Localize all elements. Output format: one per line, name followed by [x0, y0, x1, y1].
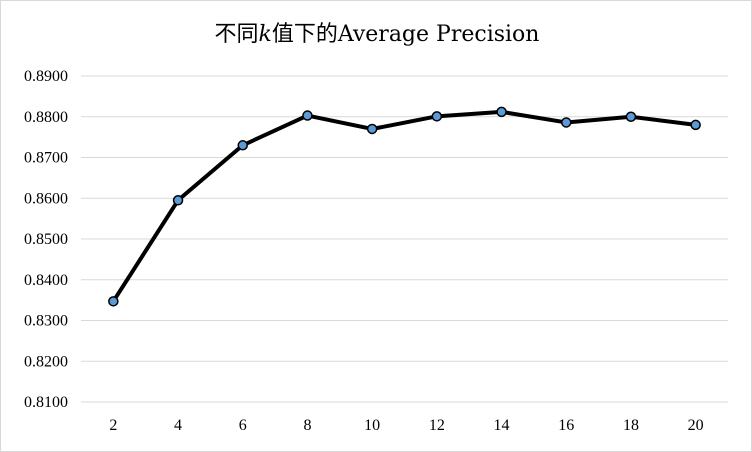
- y-tick-label: 0.8400: [24, 272, 68, 289]
- x-tick-label: 6: [239, 417, 247, 434]
- x-tick-label: 12: [429, 417, 445, 434]
- series-line: [111, 109, 698, 304]
- gridlines: [81, 75, 728, 403]
- y-axis-tick-labels: 0.8100 0.8200 0.8300 0.8400 0.8500 0.8600 0.87…: [24, 68, 68, 411]
- x-tick-label: 14: [494, 417, 510, 434]
- x-tick-label: 8: [303, 417, 311, 434]
- chart-title-suffix: 值下的Average Precision: [272, 22, 540, 47]
- y-tick-label: 0.8900: [24, 68, 68, 85]
- y-tick-label: 0.8800: [24, 109, 68, 126]
- chart-title-italic-k: k: [259, 22, 272, 47]
- x-axis-tick-labels: 2 4 6 8 10 12 14 16 18 20: [109, 417, 703, 434]
- y-tick-label: 0.8300: [24, 313, 68, 330]
- data-point-marker: [172, 195, 184, 206]
- data-point-marker: [625, 111, 637, 122]
- data-point-marker: [496, 106, 507, 118]
- x-tick-label: 2: [109, 417, 117, 434]
- data-point-marker: [237, 140, 248, 151]
- y-tick-label: 0.8100: [24, 394, 68, 411]
- x-tick-label: 10: [364, 417, 380, 434]
- chart-title-prefix: 不同: [215, 22, 259, 47]
- x-tick-label: 16: [558, 417, 574, 434]
- x-tick-label: 4: [174, 417, 182, 434]
- y-tick-label: 0.8500: [24, 231, 68, 248]
- data-point-marker: [561, 117, 572, 128]
- y-tick-label: 0.8600: [24, 190, 68, 207]
- y-tick-label: 0.8200: [24, 353, 68, 370]
- data-point-marker: [690, 119, 701, 131]
- data-point-marker: [302, 110, 313, 121]
- chart-title: 不同k值下的Average Precision: [215, 22, 540, 47]
- series-1: [108, 106, 701, 307]
- y-tick-label: 0.8700: [24, 150, 68, 167]
- data-point-marker: [108, 296, 119, 307]
- x-tick-label: 20: [688, 417, 704, 434]
- x-tick-label: 18: [623, 417, 639, 434]
- data-point-marker: [366, 123, 378, 135]
- data-point-marker: [431, 111, 443, 122]
